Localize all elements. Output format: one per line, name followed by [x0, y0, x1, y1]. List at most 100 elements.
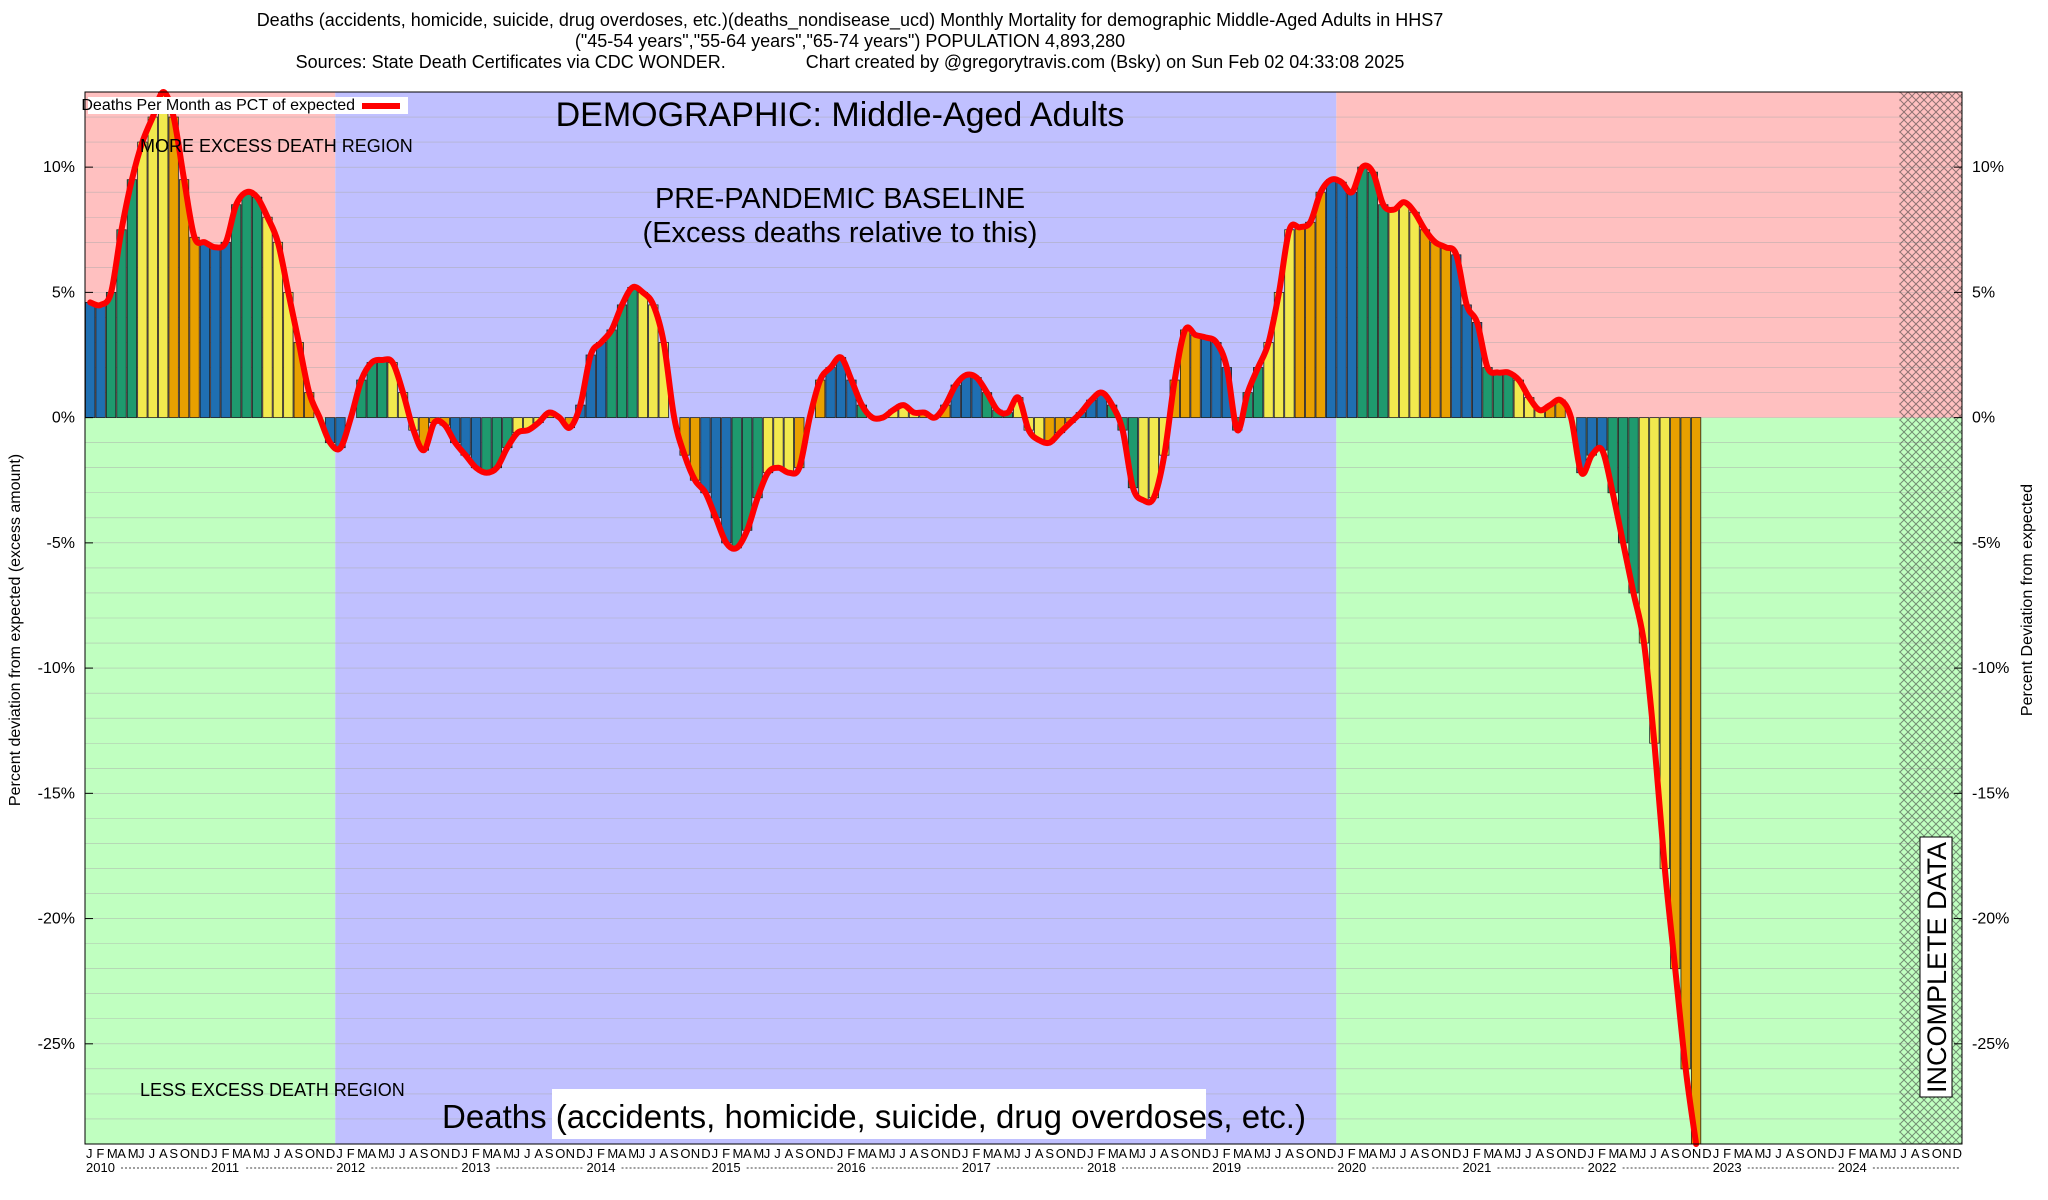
chart-title: DEMOGRAPHIC: Middle-Aged Adults [556, 96, 1125, 134]
x-month-label: J [1588, 1146, 1595, 1161]
x-month-label: N [941, 1146, 950, 1161]
x-month-label: D [201, 1146, 210, 1161]
x-month-label: J [1014, 1146, 1021, 1161]
x-month-label: A [660, 1146, 669, 1161]
x-month-label: O [1306, 1146, 1316, 1161]
x-month-label: N [1942, 1146, 1951, 1161]
chart-bar [262, 216, 273, 419]
x-month-label: J [1515, 1146, 1522, 1161]
chart-bar [1388, 209, 1399, 419]
x-month-label: J [388, 1146, 395, 1161]
x-month-label: J [461, 1146, 468, 1161]
x-month-label: J [889, 1146, 896, 1161]
chart-bar [1680, 417, 1691, 1070]
chart-bar [1503, 372, 1514, 419]
x-month-label: A [117, 1146, 126, 1161]
x-month-label: F [1223, 1146, 1231, 1161]
x-month-label: D [1327, 1146, 1336, 1161]
x-month-label: J [1087, 1146, 1094, 1161]
x-month-label: D [451, 1146, 460, 1161]
x-month-label: J [86, 1146, 93, 1161]
x-month-label: D [1953, 1146, 1962, 1161]
x-month-label: M [1629, 1146, 1640, 1161]
x-month-label: J [712, 1146, 719, 1161]
x-month-label: S [1671, 1146, 1680, 1161]
x-month-label: J [514, 1146, 521, 1161]
x-month-label: J [149, 1146, 156, 1161]
chart-bar [377, 359, 388, 419]
chart-bar [189, 236, 200, 419]
chart-bar [1190, 334, 1201, 419]
x-month-label: A [534, 1146, 543, 1161]
incomplete-data-box [1919, 836, 1953, 1098]
x-month-label: S [1421, 1146, 1430, 1161]
x-month-label: N [1692, 1146, 1701, 1161]
x-month-label: M [1754, 1146, 1765, 1161]
y-tick-label-left: -5% [47, 535, 75, 552]
x-month-label: F [1473, 1146, 1481, 1161]
x-month-label: M [253, 1146, 264, 1161]
x-month-label: S [169, 1146, 178, 1161]
x-month-label: D [1077, 1146, 1086, 1161]
x-month-label: D [1577, 1146, 1586, 1161]
chart-bar [721, 417, 732, 544]
x-month-label: M [232, 1146, 243, 1161]
y-tick-label-left: 0% [52, 410, 75, 427]
x-month-label: A [1160, 1146, 1169, 1161]
x-month-label: O [931, 1146, 941, 1161]
chart-bar [168, 116, 179, 419]
y-tick-label-left: -20% [38, 911, 75, 928]
x-month-label: N [1316, 1146, 1325, 1161]
x-month-label: M [858, 1146, 869, 1161]
x-month-label: M [753, 1146, 764, 1161]
chart-bar [1419, 229, 1431, 419]
x-month-label: M [107, 1146, 118, 1161]
x-month-label: D [326, 1146, 335, 1161]
x-year-label: 2019 [1212, 1160, 1241, 1175]
x-month-label: D [952, 1146, 961, 1161]
x-year-label: 2023 [1713, 1160, 1742, 1175]
x-month-label: A [1118, 1146, 1127, 1161]
x-month-label: J [899, 1146, 906, 1161]
x-month-label: D [1202, 1146, 1211, 1161]
chart-bar [1294, 226, 1305, 419]
x-month-label: S [1170, 1146, 1179, 1161]
chart-bar [231, 204, 242, 419]
x-month-label: F [1848, 1146, 1856, 1161]
chart-bar [210, 246, 221, 419]
x-month-label: N [315, 1146, 324, 1161]
x-month-label: O [1681, 1146, 1691, 1161]
x-month-label: S [1045, 1146, 1054, 1161]
y-axis-label-right: Percent Deviation from expected [2019, 484, 2036, 716]
chart-bar [1378, 204, 1389, 419]
less-excess-region-label: LESS EXCESS DEATH REGION [140, 1080, 405, 1100]
x-month-label: D [576, 1146, 585, 1161]
chart-bar [126, 179, 138, 419]
x-month-label: S [545, 1146, 554, 1161]
x-month-label: N [1066, 1146, 1075, 1161]
x-month-label: O [1056, 1146, 1066, 1161]
x-month-label: J [1838, 1146, 1845, 1161]
x-month-label: A [1494, 1146, 1503, 1161]
y-tick-label-right: -15% [1972, 785, 2009, 802]
chart-bar [1430, 241, 1441, 419]
x-month-label: J [1337, 1146, 1344, 1161]
chart-bar [606, 329, 617, 419]
x-month-label: F [972, 1146, 980, 1161]
x-month-label: M [983, 1146, 994, 1161]
x-year-label: 2022 [1588, 1160, 1617, 1175]
x-month-label: A [1285, 1146, 1294, 1161]
x-month-label: S [795, 1146, 804, 1161]
x-year-label: 2012 [336, 1160, 365, 1175]
x-month-label: O [806, 1146, 816, 1161]
x-month-label: A [1869, 1146, 1878, 1161]
x-month-label: A [242, 1146, 251, 1161]
x-month-label: J [587, 1146, 594, 1161]
chart-bar [1440, 246, 1451, 419]
x-month-label: M [607, 1146, 618, 1161]
x-month-label: M [1108, 1146, 1119, 1161]
chart-bar [1670, 417, 1681, 970]
chart-header-line2: ("45-54 years","55-64 years","65-74 year… [574, 31, 1126, 51]
chart-bar [1336, 181, 1347, 419]
x-year-label: 2015 [712, 1160, 741, 1175]
